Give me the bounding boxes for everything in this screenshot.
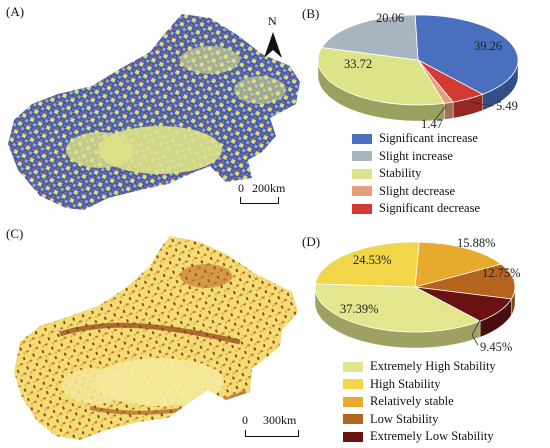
scale-zero-a: 0 [238, 181, 244, 195]
legend-item: Significant increase [352, 130, 480, 148]
map-c [14, 236, 298, 440]
legend-swatch [352, 151, 372, 162]
legend-label: Significant decrease [379, 201, 480, 216]
pie-slice [414, 241, 503, 288]
legend-item: Stability [352, 165, 480, 183]
pie-chart-d: 15.88% 12.75% 9.45% 37.39% 24.53% [314, 236, 521, 354]
legend-item: Slight increase [352, 148, 480, 166]
legend-item: Low Stability [343, 411, 496, 429]
legend-item: Significant decrease [352, 200, 480, 218]
pie-slice [317, 47, 446, 106]
panel-label-a: (A) [6, 4, 25, 19]
legend-d: Extremely High Stability High Stability … [343, 358, 496, 446]
pie-slice [321, 14, 419, 61]
north-arrow-icon [264, 32, 282, 58]
north-label: N [268, 14, 277, 28]
pie-slice [414, 14, 519, 95]
legend-item: High Stability [343, 376, 496, 394]
panel-label-c: (C) [6, 226, 24, 241]
data-label: 37.39% [340, 302, 379, 316]
map-a: N [8, 14, 300, 210]
pie-slice [414, 263, 516, 300]
legend-swatch [343, 361, 363, 372]
legend-label: Significant increase [379, 131, 478, 146]
data-label: 12.75% [482, 266, 521, 280]
data-label: 1.47 [421, 117, 443, 131]
pie-slice [314, 283, 482, 333]
scale-zero-c: 0 [242, 413, 248, 427]
legend-item: Slight decrease [352, 183, 480, 201]
legend-swatch [343, 431, 363, 442]
legend-swatch [343, 379, 363, 390]
data-label: 20.06 [376, 11, 404, 25]
data-label: 15.88% [457, 236, 496, 250]
data-label: 5.49 [496, 99, 518, 113]
data-label: 9.45% [480, 340, 512, 354]
pie-chart-b: 39.26 5.49 1.47 33.72 20.06 [317, 11, 519, 131]
data-label: 39.26 [474, 39, 502, 53]
pie-slice [314, 241, 420, 288]
label-leader-line [471, 319, 481, 346]
data-label: 24.53% [353, 253, 392, 267]
pie-slice-side [444, 101, 454, 120]
legend-label: Extremely Low Stability [370, 429, 494, 444]
legend-b: Significant increase Slight increase Sta… [352, 130, 480, 218]
legend-swatch [352, 203, 372, 214]
scalebar-a [240, 197, 279, 204]
legend-swatch [343, 414, 363, 425]
legend-label: Slight decrease [379, 183, 456, 198]
panel-label-d: (D) [302, 234, 321, 249]
data-label: 33.72 [344, 57, 372, 71]
legend-swatch [352, 133, 372, 144]
legend-label: Extremely High Stability [370, 359, 496, 374]
legend-label: High Stability [370, 376, 441, 391]
scale-distance-a: 200km [252, 181, 286, 195]
legend-label: Stability [379, 166, 422, 181]
legend-label: Relatively stable [370, 394, 454, 409]
scalebar-c [245, 430, 299, 437]
label-leader-line [434, 105, 447, 121]
scale-distance-c: 300km [263, 413, 297, 427]
legend-swatch [352, 168, 372, 179]
label-leader-line [469, 101, 494, 107]
panel-label-b: (B) [302, 6, 320, 21]
legend-item: Extremely Low Stability [343, 428, 496, 446]
legend-item: Relatively stable [343, 393, 496, 411]
legend-swatch [352, 186, 372, 197]
legend-label: Slight increase [379, 148, 453, 163]
legend-item: Extremely High Stability [343, 358, 496, 376]
legend-label: Low Stability [370, 411, 439, 426]
legend-swatch [343, 396, 363, 407]
